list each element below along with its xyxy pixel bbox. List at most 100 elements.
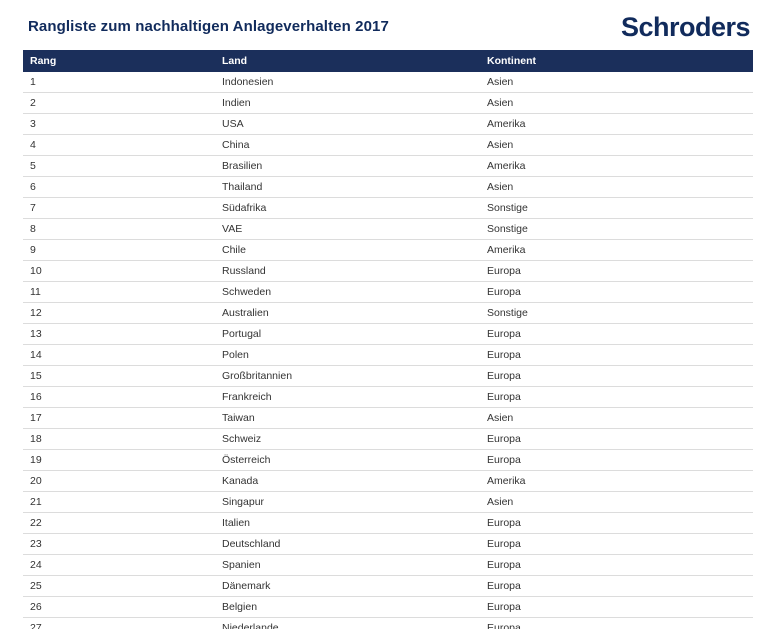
cell-land: Portugal: [215, 323, 480, 345]
cell-land: Brasilien: [215, 155, 480, 177]
cell-land: Taiwan: [215, 407, 480, 429]
cell-kontinent: Asien: [480, 134, 753, 156]
table-row: 27 Niederlande Europa: [23, 617, 753, 629]
schroders-logo: Schroders: [620, 12, 751, 42]
cell-kontinent: Europa: [480, 428, 753, 450]
header-bar: Rangliste zum nachhaltigen Anlageverhalt…: [0, 0, 770, 50]
cell-kontinent: Amerika: [480, 239, 753, 261]
cell-rang: 27: [23, 617, 215, 629]
table-row: 4 China Asien: [23, 134, 753, 156]
cell-rang: 10: [23, 260, 215, 282]
cell-kontinent: Asien: [480, 176, 753, 198]
cell-land: Australien: [215, 302, 480, 324]
table-row: 3 USA Amerika: [23, 113, 753, 135]
cell-land: China: [215, 134, 480, 156]
cell-rang: 2: [23, 92, 215, 114]
cell-land: Indonesien: [215, 72, 480, 93]
table-row: 7 Südafrika Sonstige: [23, 197, 753, 219]
cell-kontinent: Europa: [480, 554, 753, 576]
cell-rang: 21: [23, 491, 215, 513]
table-row: 21 Singapur Asien: [23, 491, 753, 513]
table-row: 11 Schweden Europa: [23, 281, 753, 303]
cell-kontinent: Europa: [480, 344, 753, 366]
ranking-table: Rang Land Kontinent 1 Indonesien Asien 2…: [23, 50, 753, 629]
cell-kontinent: Amerika: [480, 470, 753, 492]
table-row: 10 Russland Europa: [23, 260, 753, 282]
cell-kontinent: Asien: [480, 491, 753, 513]
cell-land: Niederlande: [215, 617, 480, 629]
cell-kontinent: Europa: [480, 533, 753, 555]
cell-kontinent: Europa: [480, 386, 753, 408]
cell-kontinent: Europa: [480, 617, 753, 629]
table-row: 2 Indien Asien: [23, 92, 753, 114]
cell-rang: 18: [23, 428, 215, 450]
table-row: 15 Großbritannien Europa: [23, 365, 753, 387]
cell-rang: 12: [23, 302, 215, 324]
cell-land: Schweiz: [215, 428, 480, 450]
table-row: 13 Portugal Europa: [23, 323, 753, 345]
table-row: 25 Dänemark Europa: [23, 575, 753, 597]
cell-land: Südafrika: [215, 197, 480, 219]
cell-rang: 17: [23, 407, 215, 429]
cell-rang: 26: [23, 596, 215, 618]
table-row: 6 Thailand Asien: [23, 176, 753, 198]
cell-kontinent: Asien: [480, 407, 753, 429]
cell-kontinent: Asien: [480, 92, 753, 114]
cell-kontinent: Europa: [480, 365, 753, 387]
table-row: 8 VAE Sonstige: [23, 218, 753, 240]
table-row: 16 Frankreich Europa: [23, 386, 753, 408]
cell-kontinent: Sonstige: [480, 218, 753, 240]
table-row: 19 Österreich Europa: [23, 449, 753, 471]
cell-rang: 6: [23, 176, 215, 198]
cell-land: Deutschland: [215, 533, 480, 555]
cell-kontinent: Europa: [480, 260, 753, 282]
cell-kontinent: Asien: [480, 72, 753, 93]
cell-kontinent: Sonstige: [480, 197, 753, 219]
cell-rang: 14: [23, 344, 215, 366]
cell-land: Frankreich: [215, 386, 480, 408]
column-header-rang: Rang: [23, 50, 215, 72]
cell-rang: 1: [23, 72, 215, 93]
cell-land: Belgien: [215, 596, 480, 618]
cell-rang: 19: [23, 449, 215, 471]
cell-rang: 15: [23, 365, 215, 387]
cell-land: Indien: [215, 92, 480, 114]
page-title: Rangliste zum nachhaltigen Anlageverhalt…: [28, 18, 389, 35]
cell-kontinent: Amerika: [480, 113, 753, 135]
cell-land: Großbritannien: [215, 365, 480, 387]
cell-kontinent: Europa: [480, 512, 753, 534]
cell-land: Polen: [215, 344, 480, 366]
cell-land: Chile: [215, 239, 480, 261]
table-row: 1 Indonesien Asien: [23, 72, 753, 93]
table-header-row: Rang Land Kontinent: [23, 50, 753, 72]
table-row: 22 Italien Europa: [23, 512, 753, 534]
cell-land: Thailand: [215, 176, 480, 198]
cell-rang: 20: [23, 470, 215, 492]
cell-land: Russland: [215, 260, 480, 282]
cell-rang: 5: [23, 155, 215, 177]
cell-land: Dänemark: [215, 575, 480, 597]
cell-kontinent: Sonstige: [480, 302, 753, 324]
cell-rang: 16: [23, 386, 215, 408]
ranking-table-container: Rang Land Kontinent 1 Indonesien Asien 2…: [23, 50, 753, 629]
cell-kontinent: Europa: [480, 281, 753, 303]
table-body: 1 Indonesien Asien 2 Indien Asien 3 USA …: [23, 72, 753, 629]
table-row: 20 Kanada Amerika: [23, 470, 753, 492]
cell-kontinent: Amerika: [480, 155, 753, 177]
cell-kontinent: Europa: [480, 596, 753, 618]
table-row: 12 Australien Sonstige: [23, 302, 753, 324]
table-row: 17 Taiwan Asien: [23, 407, 753, 429]
cell-rang: 25: [23, 575, 215, 597]
cell-kontinent: Europa: [480, 323, 753, 345]
column-header-land: Land: [215, 50, 480, 72]
table-row: 23 Deutschland Europa: [23, 533, 753, 555]
table-row: 24 Spanien Europa: [23, 554, 753, 576]
cell-land: Spanien: [215, 554, 480, 576]
cell-kontinent: Europa: [480, 449, 753, 471]
cell-land: Kanada: [215, 470, 480, 492]
cell-land: Singapur: [215, 491, 480, 513]
cell-rang: 13: [23, 323, 215, 345]
cell-rang: 22: [23, 512, 215, 534]
table-row: 26 Belgien Europa: [23, 596, 753, 618]
